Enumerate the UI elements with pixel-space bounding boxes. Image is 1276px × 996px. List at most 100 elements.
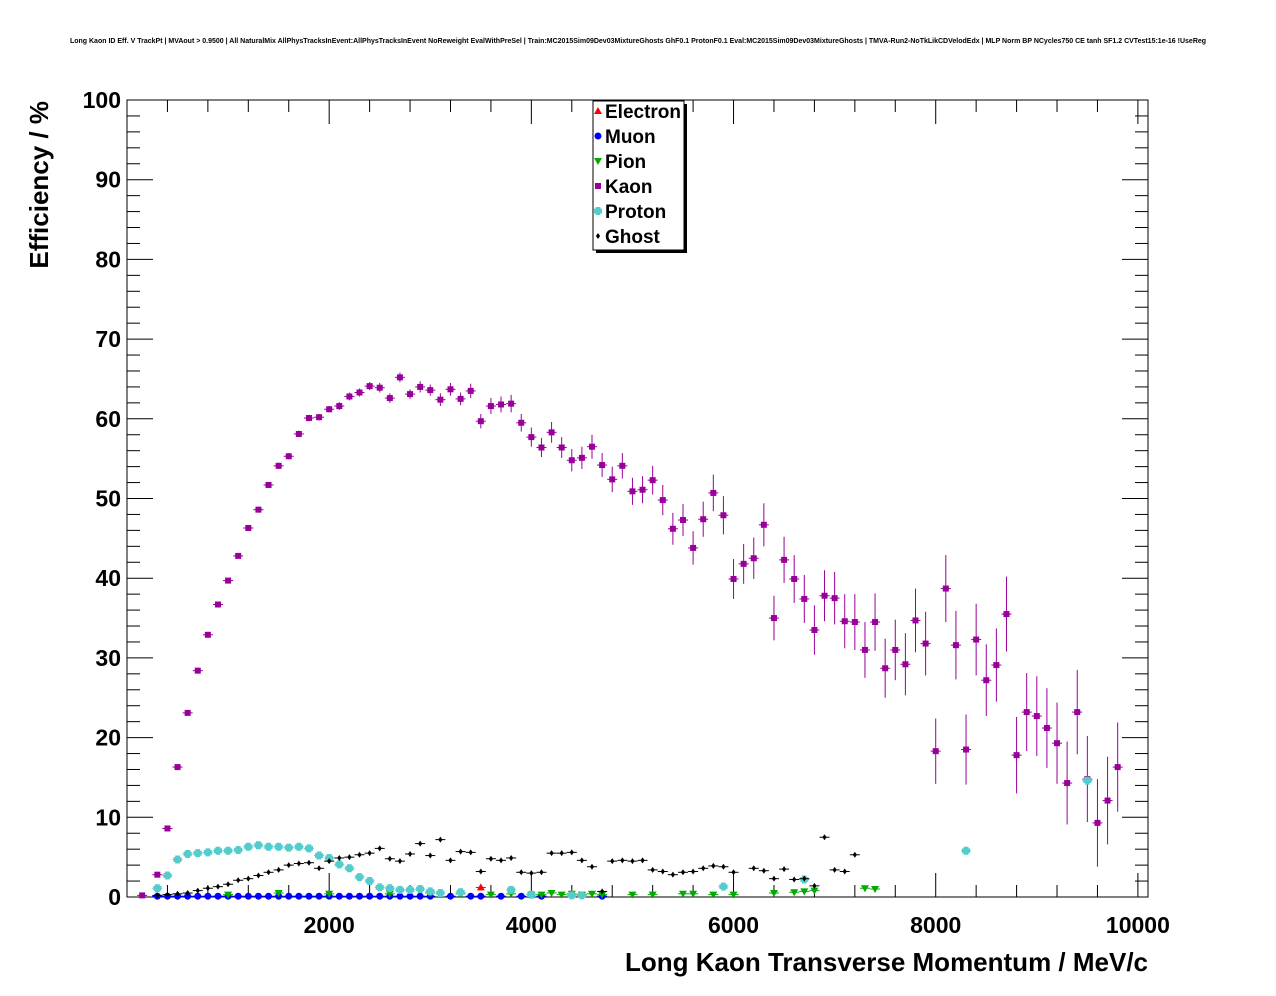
data-point xyxy=(467,387,474,394)
legend-label-ghost: Ghost xyxy=(605,227,661,248)
legend-box xyxy=(592,100,685,251)
data-point xyxy=(357,851,362,858)
data-point xyxy=(244,842,253,851)
data-point xyxy=(872,619,879,626)
data-point xyxy=(487,403,494,410)
data-point xyxy=(527,890,536,899)
data-point xyxy=(234,845,243,854)
data-point xyxy=(204,631,211,638)
data-point xyxy=(184,709,191,716)
data-point xyxy=(871,886,880,894)
data-point xyxy=(1003,611,1010,618)
series-ghost xyxy=(152,834,860,899)
data-point xyxy=(305,415,312,422)
y-tick-label: 100 xyxy=(83,87,121,113)
data-point xyxy=(831,595,838,602)
data-point xyxy=(246,875,251,882)
y-tick-label: 70 xyxy=(95,326,121,352)
data-point xyxy=(1114,764,1121,771)
data-point xyxy=(366,892,374,900)
data-point xyxy=(589,443,596,450)
data-point xyxy=(731,869,736,876)
data-point xyxy=(619,462,626,469)
data-point xyxy=(275,462,282,469)
data-point xyxy=(173,855,182,864)
data-point xyxy=(174,764,181,771)
data-point xyxy=(821,592,828,599)
data-point xyxy=(377,845,382,852)
data-point xyxy=(922,640,929,647)
data-point xyxy=(416,892,424,900)
data-point xyxy=(356,892,364,900)
data-point xyxy=(800,888,809,896)
data-point xyxy=(598,891,607,899)
data-point xyxy=(832,866,837,873)
data-point xyxy=(609,476,616,483)
data-point xyxy=(690,544,697,551)
data-point xyxy=(537,891,546,899)
data-point xyxy=(650,866,655,873)
data-point xyxy=(418,840,423,847)
data-point xyxy=(498,401,505,408)
chart-title: Long Kaon ID Eff. V TrackPt | MVAout > 0… xyxy=(70,38,1206,45)
data-point xyxy=(498,857,504,864)
data-point xyxy=(375,883,384,892)
data-point xyxy=(407,850,413,857)
data-point xyxy=(1023,709,1030,716)
data-point xyxy=(558,444,565,451)
data-point xyxy=(426,887,435,896)
data-point xyxy=(700,516,707,523)
data-point xyxy=(274,842,283,851)
data-point xyxy=(407,391,414,398)
data-point xyxy=(549,850,554,857)
series-kaon xyxy=(137,372,1123,899)
series-electron xyxy=(475,883,486,891)
data-point xyxy=(448,857,453,864)
data-point xyxy=(438,836,443,843)
data-point xyxy=(660,868,665,875)
data-point xyxy=(548,429,555,436)
data-point xyxy=(428,852,433,859)
data-point xyxy=(386,395,393,402)
data-point xyxy=(276,866,281,873)
data-point xyxy=(669,525,676,532)
data-point xyxy=(729,891,738,899)
data-point xyxy=(852,851,857,858)
data-point xyxy=(214,601,221,608)
data-point xyxy=(387,855,392,862)
data-point xyxy=(427,387,434,394)
data-point xyxy=(802,875,807,882)
data-point xyxy=(164,825,171,832)
data-point xyxy=(1074,709,1081,716)
data-point xyxy=(315,892,323,900)
data-point xyxy=(477,892,485,900)
data-point xyxy=(325,890,334,898)
data-point xyxy=(578,454,585,461)
data-point xyxy=(285,453,292,460)
data-point xyxy=(659,497,666,504)
legend-marker-proton xyxy=(594,207,602,215)
data-point xyxy=(316,414,323,421)
data-point xyxy=(395,885,404,894)
data-point xyxy=(366,383,373,390)
data-point xyxy=(236,877,241,884)
data-point xyxy=(711,862,716,869)
data-point xyxy=(367,850,372,857)
data-point xyxy=(163,871,172,880)
data-point xyxy=(721,863,726,870)
data-point xyxy=(812,882,817,889)
data-point xyxy=(529,870,534,877)
data-point xyxy=(467,892,475,900)
data-point xyxy=(528,434,535,441)
data-point xyxy=(153,884,162,893)
data-point xyxy=(861,646,868,653)
data-point xyxy=(337,854,342,861)
data-point xyxy=(397,858,403,865)
data-point xyxy=(183,849,192,858)
data-point xyxy=(347,854,352,861)
data-point xyxy=(1054,740,1061,747)
data-point xyxy=(385,884,394,893)
data-point xyxy=(600,888,605,895)
series-muon xyxy=(152,892,608,900)
data-point xyxy=(751,865,756,872)
